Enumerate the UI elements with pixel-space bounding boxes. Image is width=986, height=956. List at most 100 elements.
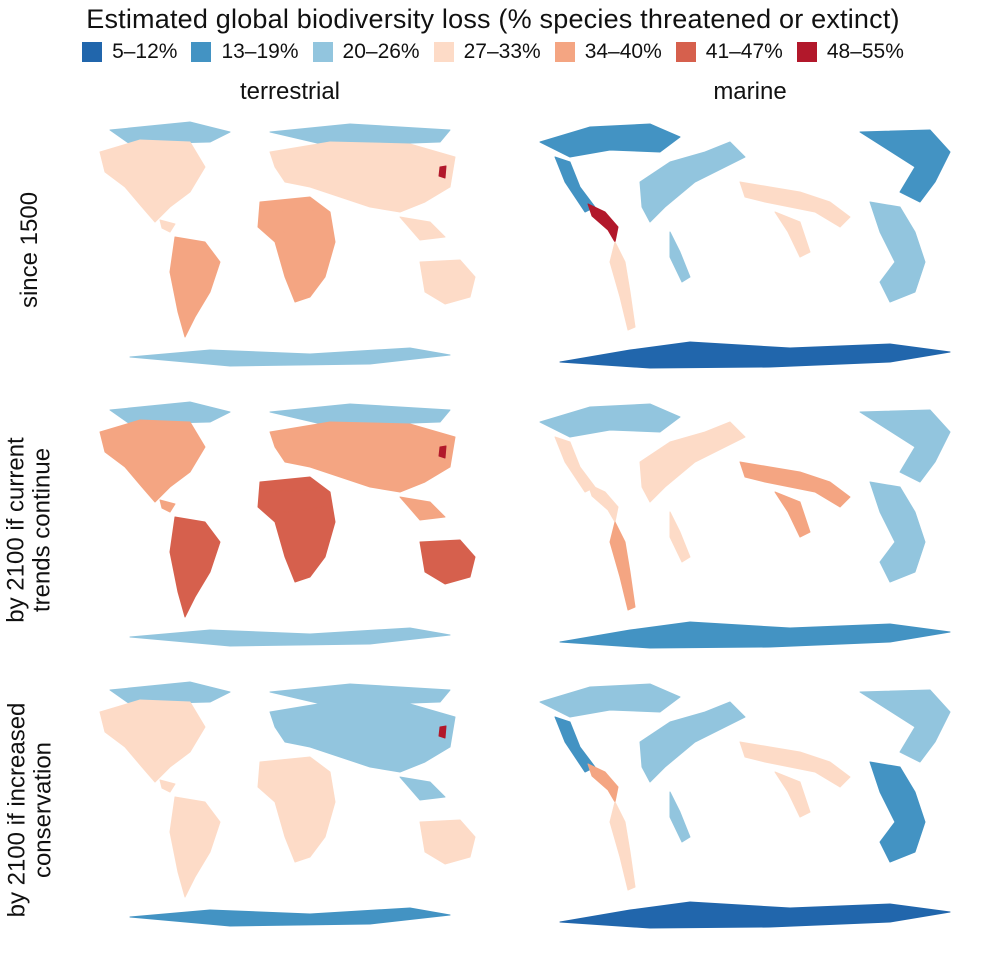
region-south-america-coast — [609, 241, 636, 331]
region-southern-ocean — [559, 621, 951, 649]
legend-label: 48–55% — [826, 40, 904, 63]
row-label-text: by 2100 if current trends continue — [3, 437, 56, 622]
legend-item: 13–19% — [191, 40, 299, 64]
region-indian — [774, 211, 811, 258]
map-panel-marine-since-1500 — [530, 112, 970, 372]
region-atlantic — [669, 511, 691, 563]
row-label-current-trends: by 2100 if current trends continue — [0, 390, 60, 670]
legend-swatch — [82, 42, 103, 62]
legend-item: 41–47% — [675, 40, 783, 64]
region-asia — [399, 496, 446, 521]
row-label-increased-conservation: by 2100 if increased conservation — [0, 670, 60, 950]
region-antarctica — [129, 627, 451, 647]
legend-item: 48–55% — [796, 40, 904, 64]
map-panel-terrestrial-since-1500 — [70, 112, 510, 372]
region-africa-core — [264, 209, 326, 233]
legend-label: 13–19% — [221, 40, 299, 63]
marine-map — [539, 403, 951, 649]
region-base — [99, 139, 206, 223]
row-label-line: by 2100 if increased — [3, 702, 30, 918]
region-south-america — [169, 236, 221, 338]
marine-map — [539, 683, 951, 929]
legend-swatch — [191, 42, 212, 62]
region-pacific-hotspot — [587, 203, 619, 243]
region-australia — [419, 259, 476, 305]
region-africa-core — [264, 489, 326, 513]
region-base — [159, 499, 176, 513]
row-label-text: by 2100 if increased conservation — [3, 702, 56, 918]
region-arctic — [859, 409, 951, 483]
region-indian — [739, 741, 851, 788]
region-pacific-hotspot — [587, 483, 619, 523]
legend-swatch — [796, 42, 817, 62]
region-south-america-coast — [609, 521, 636, 611]
legend-swatch — [554, 42, 575, 62]
legend-label: 20–26% — [342, 40, 420, 63]
row-label-line: trends continue — [29, 447, 56, 613]
region-west-pacific — [869, 481, 926, 583]
row-label-since-1500: since 1500 — [0, 110, 60, 390]
region-hotspot — [438, 445, 447, 459]
legend-swatch — [433, 42, 454, 62]
region-south-america-coast — [609, 801, 636, 891]
legend-label: 27–33% — [463, 40, 541, 63]
region-indian — [739, 461, 851, 508]
region-asia — [399, 216, 446, 241]
region-atlantic — [639, 421, 746, 503]
legend: 5–12% 13–19% 20–26% 27–33% 34–40% 41–47%… — [0, 40, 986, 64]
region-base — [159, 779, 176, 793]
legend-swatch — [312, 42, 333, 62]
legend-item: 34–40% — [554, 40, 662, 64]
region-arctic — [859, 689, 951, 763]
region-north — [109, 121, 231, 145]
region-base — [99, 419, 206, 503]
region-arctic — [859, 129, 951, 203]
row-label-text: since 1500 — [16, 191, 43, 309]
region-arctic — [539, 123, 681, 158]
terrestrial-map — [99, 401, 476, 647]
legend-label: 41–47% — [705, 40, 783, 63]
region-atlantic — [639, 141, 746, 223]
terrestrial-map — [99, 681, 476, 927]
marine-map — [539, 123, 951, 369]
legend-item: 20–26% — [312, 40, 420, 64]
region-africa-core — [264, 769, 326, 793]
region-atlantic — [669, 791, 691, 843]
region-australia — [419, 819, 476, 865]
region-north — [109, 401, 231, 425]
region-americas-west — [554, 716, 596, 773]
column-header-marine: marine — [713, 78, 787, 105]
region-north — [109, 681, 231, 705]
region-asia — [269, 421, 456, 493]
region-arctic — [539, 403, 681, 438]
legend-swatch — [675, 42, 696, 62]
region-asia — [399, 776, 446, 801]
map-title: Estimated global biodiversity loss (% sp… — [86, 4, 900, 34]
region-atlantic — [669, 231, 691, 283]
legend-item: 5–12% — [82, 40, 177, 64]
region-southern-ocean — [559, 901, 951, 929]
legend-label: 5–12% — [112, 40, 178, 63]
region-americas-west — [554, 156, 596, 213]
region-south-america — [169, 516, 221, 618]
legend-label: 34–40% — [584, 40, 662, 63]
region-southern-ocean — [559, 341, 951, 369]
region-indian — [774, 771, 811, 818]
map-panel-marine-increased-conservation — [530, 672, 970, 932]
region-south-america — [169, 796, 221, 898]
column-header-terrestrial: terrestrial — [239, 78, 341, 105]
region-pacific-hotspot — [587, 763, 619, 803]
legend-item: 27–33% — [433, 40, 541, 64]
region-west-pacific — [869, 761, 926, 863]
region-indian — [774, 491, 811, 538]
region-americas-west — [554, 436, 596, 493]
region-australia — [419, 539, 476, 585]
map-panel-terrestrial-increased-conservation — [70, 672, 510, 932]
region-indian — [739, 181, 851, 228]
region-asia — [269, 701, 456, 773]
region-hotspot — [438, 725, 447, 739]
region-asia — [269, 141, 456, 213]
region-base — [159, 219, 176, 233]
region-hotspot — [438, 165, 447, 179]
region-antarctica — [129, 907, 451, 927]
